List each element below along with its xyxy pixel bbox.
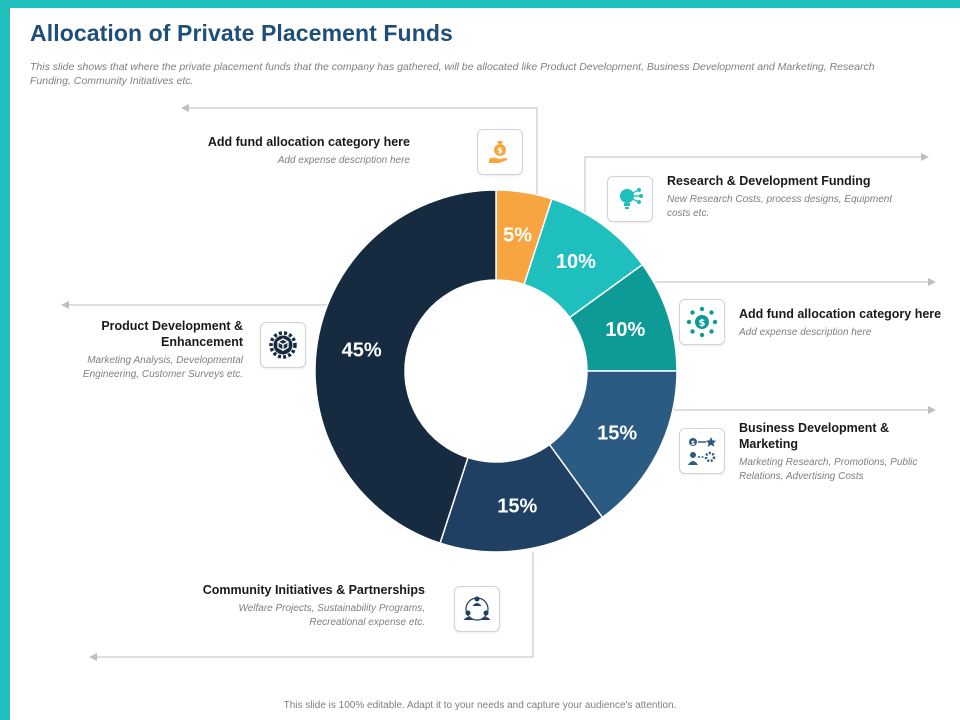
donut-value-label-4: 15% (597, 423, 637, 445)
page-subtitle: This slide shows that where the private … (30, 61, 875, 87)
label-business-heading: Business Development & Marketing (739, 421, 890, 451)
label-top-left-desc: Add expense description here (277, 155, 410, 166)
label-right-mid: Add fund allocation category here Add ex… (739, 306, 959, 340)
label-top-left-heading: Add fund allocation category here (207, 135, 410, 149)
connector-community (89, 552, 534, 661)
label-community-desc: Welfare Projects, Sustainability Program… (238, 603, 425, 628)
label-research: Research & Development Funding New Resea… (667, 173, 907, 220)
donut-value-label-5: 15% (497, 495, 537, 517)
lightbulb-network-icon (607, 176, 653, 222)
top-accent-bar (0, 0, 960, 8)
label-product-heading: Product Development & Enhancement (101, 319, 243, 349)
dollar-network-icon: $ (679, 299, 725, 345)
money-bag-hand-icon: $ (477, 129, 523, 175)
label-business-desc: Marketing Research, Promotions, Public R… (739, 457, 918, 482)
label-top-left: Add fund allocation category here Add ex… (180, 134, 410, 168)
donut-value-label-1: 5% (503, 225, 532, 247)
gear-box-icon (260, 322, 306, 368)
label-business: Business Development & Marketing Marketi… (739, 420, 939, 483)
donut-value-label-6: 45% (342, 340, 382, 362)
label-product-desc: Marketing Analysis, Developmental Engine… (82, 355, 243, 380)
connector-top-left (181, 104, 538, 198)
label-community-heading: Community Initiatives & Partnerships (202, 583, 425, 597)
left-accent-bar (0, 0, 10, 720)
label-research-desc: New Research Costs, process designs, Equ… (667, 194, 893, 219)
label-community: Community Initiatives & Partnerships Wel… (140, 582, 425, 629)
svg-text:$: $ (497, 146, 503, 155)
donut-slice-6 (314, 189, 497, 545)
svg-text:$: $ (691, 440, 695, 447)
label-research-heading: Research & Development Funding (667, 174, 871, 188)
strategy-board-icon: $ (679, 428, 725, 474)
label-product: Product Development & Enhancement Market… (40, 318, 243, 381)
footer-note: This slide is 100% editable. Adapt it to… (283, 700, 677, 711)
connector-research (584, 153, 929, 214)
svg-text:$: $ (699, 318, 706, 329)
donut-slice-4 (548, 370, 678, 519)
page-title: Allocation of Private Placement Funds (30, 20, 453, 46)
donut-value-label-3: 10% (605, 319, 645, 341)
donut-slice-5 (439, 443, 604, 553)
label-right-mid-heading: Add fund allocation category here (739, 307, 942, 321)
donut-value-label-2: 10% (556, 251, 596, 273)
label-right-mid-desc: Add expense description here (739, 327, 872, 338)
people-circle-icon (454, 586, 500, 632)
